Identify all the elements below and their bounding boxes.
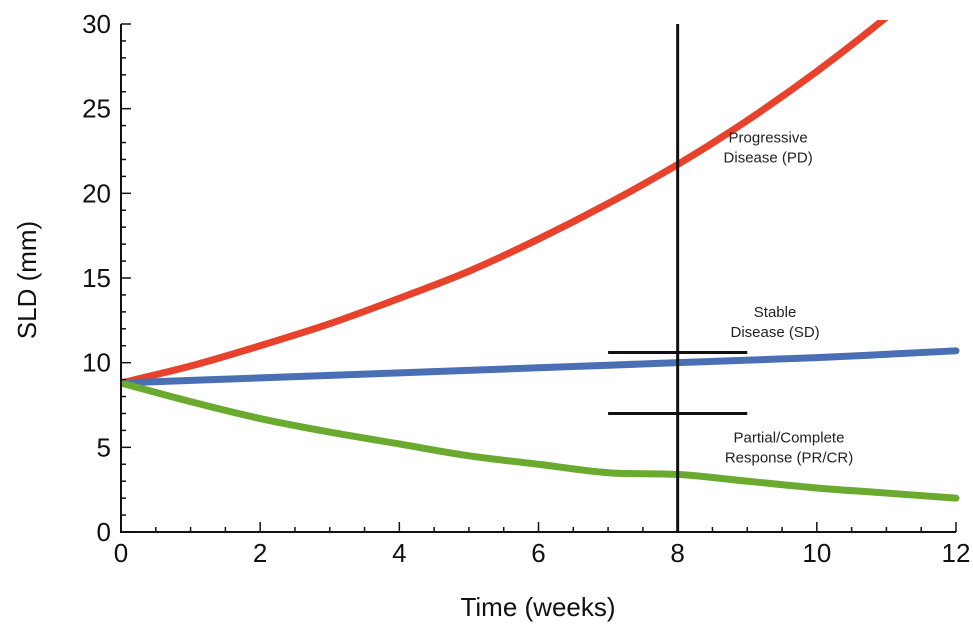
x-tick-label: 10 [802, 538, 831, 568]
progressive-disease-label: Progressive Disease (PD) [724, 130, 813, 167]
x-tick-label: 2 [253, 538, 267, 568]
axes-layer: 0 2 4 6 8 10 12 0 5 10 15 20 25 30 [82, 9, 970, 568]
x-tick-label: 12 [942, 538, 971, 568]
y-tick-label: 5 [97, 432, 111, 462]
y-axis-title: SLD (mm) [12, 221, 42, 339]
x-tick-label: 6 [531, 538, 545, 568]
y-tick-label: 10 [82, 348, 111, 378]
y-tick-label: 15 [82, 263, 111, 293]
x-axis-title: Time (weeks) [460, 592, 615, 622]
annotation-layer: Progressive Disease (PD) Stable Disease (SD… [724, 130, 854, 467]
x-tick-label: 0 [114, 538, 128, 568]
x-tick-label: 8 [670, 538, 684, 568]
progressive-disease-curve [121, 20, 889, 387]
y-tick-label: 20 [82, 178, 111, 208]
y-tick-label: 0 [97, 517, 111, 547]
x-tick-label: 4 [392, 538, 406, 568]
response-curve [121, 379, 960, 502]
series-layer [121, 20, 960, 502]
stable-disease-label: Stable Disease (SD) [730, 304, 819, 341]
y-tick-label: 25 [82, 94, 111, 124]
reference-layer [608, 24, 748, 532]
stable-disease-curve [121, 347, 960, 387]
y-tick-label: 30 [82, 9, 111, 39]
response-label: Partial/Complete Response (PR/CR) [725, 429, 853, 466]
